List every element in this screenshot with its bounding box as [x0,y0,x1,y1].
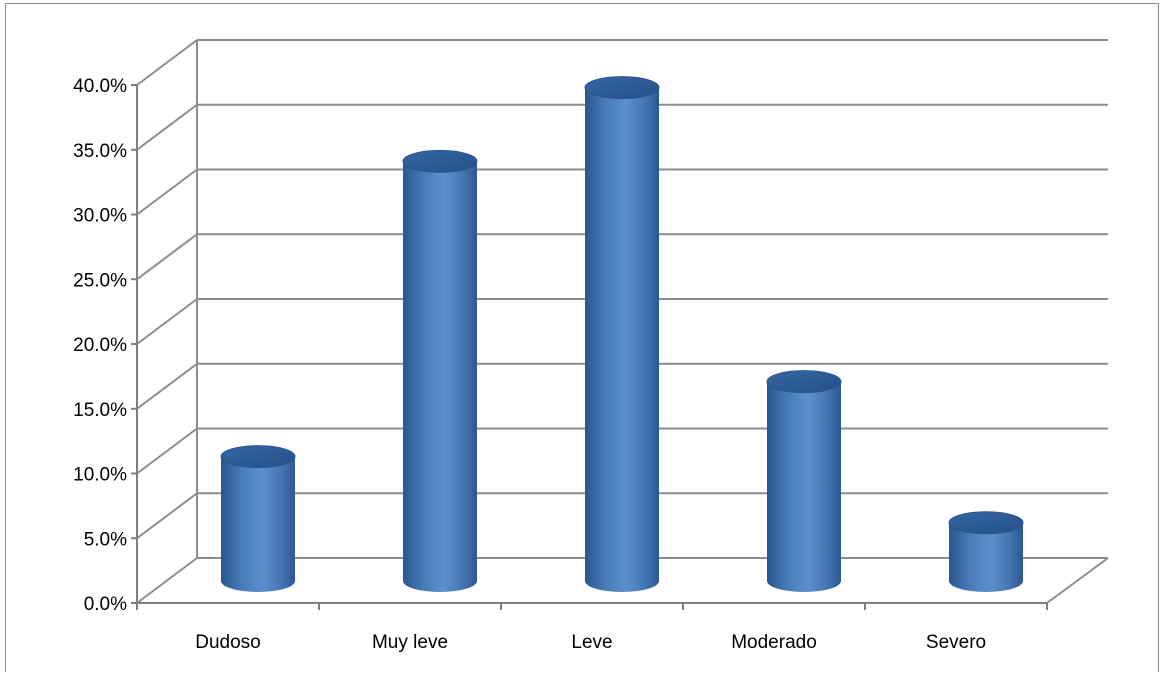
bar-dudoso [220,445,296,592]
gridline-diagonal [136,427,198,475]
y-tick-label: 30.0% [73,206,127,227]
floor-edge [1046,557,1109,604]
x-tick-label: Muy leve [372,632,448,653]
x-axis-ticks: Dudoso Muy leve Leve Moderado Severo [195,632,986,653]
bar-cap [402,149,478,173]
y-tick-label: 25.0% [73,270,127,291]
gridline-diagonal [136,362,198,410]
bar-body [221,456,295,592]
y-tick-label: 35.0% [73,141,127,162]
bar-moderado [766,370,842,592]
bar-severo [948,511,1024,592]
x-tick-label: Dudoso [195,632,261,653]
y-tick-label: 10.0% [73,465,127,486]
y-tick-label: 0.0% [84,594,127,615]
bar-body [585,87,659,592]
y-tick-label: 5.0% [84,529,127,550]
bar-cap [766,370,842,394]
bar-muy-leve [402,149,478,593]
gridline-diagonal [136,103,198,151]
x-tick-label: Moderado [731,632,817,653]
y-tick-label: 15.0% [73,400,127,421]
y-tick-label: 40.0% [73,76,127,97]
gridline-diagonal [136,492,198,540]
bar-body [767,381,841,592]
bar-layer [220,76,1024,593]
bar-cap [948,511,1024,535]
bar-cap [584,76,660,100]
gridline-diagonal [136,233,198,281]
bar-leve [584,76,660,592]
chart-frame [5,3,1159,672]
x-tick-label: Leve [571,632,612,653]
gridline-diagonal [136,39,198,86]
y-axis-ticks: 0.0% 5.0% 10.0% 15.0% 20.0% 25.0% 30.0% 35.0% 40… [73,76,127,615]
gridline-diagonal [136,298,198,345]
bar-body [403,161,477,593]
gridline-diagonal [136,168,198,216]
x-tick-label: Severo [926,632,986,653]
gridline-diagonal [136,557,198,604]
y-tick-label: 20.0% [73,335,127,356]
bar-body [949,522,1023,592]
bar-cap [220,445,296,469]
